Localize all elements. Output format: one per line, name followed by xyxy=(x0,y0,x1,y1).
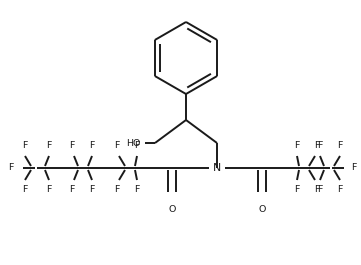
Text: F: F xyxy=(134,186,140,195)
Text: F: F xyxy=(294,142,300,151)
Text: O: O xyxy=(168,205,176,214)
Text: F: F xyxy=(46,142,52,151)
Text: F: F xyxy=(294,186,300,195)
Text: F: F xyxy=(69,142,75,151)
Text: HO: HO xyxy=(126,139,140,148)
Text: F: F xyxy=(22,142,28,151)
Text: O: O xyxy=(258,205,266,214)
Text: F: F xyxy=(314,142,320,151)
Text: F: F xyxy=(8,164,14,173)
Text: F: F xyxy=(46,186,52,195)
Text: N: N xyxy=(213,163,221,173)
Text: F: F xyxy=(317,186,323,195)
Text: F: F xyxy=(351,164,357,173)
Text: F: F xyxy=(69,186,75,195)
Text: F: F xyxy=(114,186,120,195)
Text: F: F xyxy=(22,186,28,195)
Text: F: F xyxy=(114,142,120,151)
Text: F: F xyxy=(89,186,95,195)
Text: F: F xyxy=(337,186,343,195)
Text: F: F xyxy=(314,186,320,195)
Text: F: F xyxy=(89,142,95,151)
Text: F: F xyxy=(317,142,323,151)
Text: F: F xyxy=(134,142,140,151)
Text: F: F xyxy=(337,142,343,151)
